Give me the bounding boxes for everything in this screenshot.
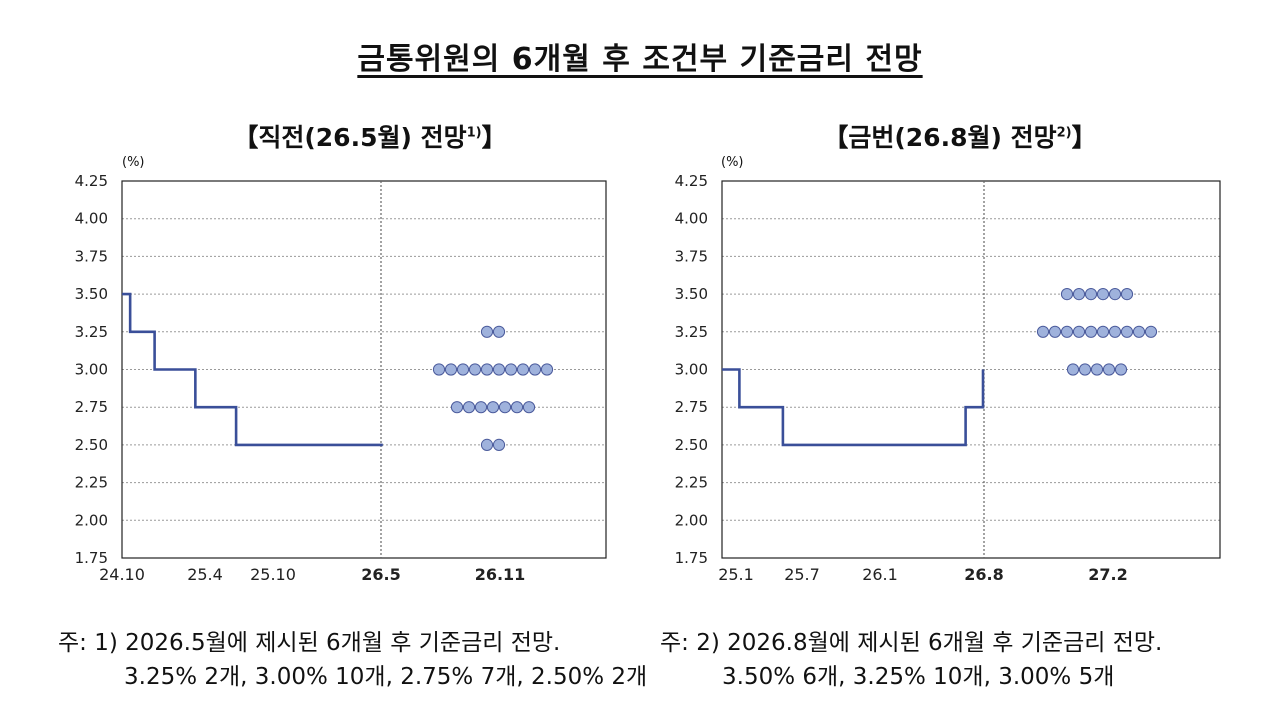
member-forecast-dot: [1048, 325, 1062, 338]
chart-right: 4.25 4.00 3.75 3.50 3.25 3.00 2.75 2.50 2.25 2.00…: [675, 172, 1221, 584]
member-forecast-dot: [480, 363, 494, 376]
y-tick-label: 1.75: [75, 549, 108, 567]
x-tick-label: 25.4: [187, 565, 223, 584]
y-tick-label: 4.25: [75, 172, 108, 190]
y-tick-label: 1.75: [675, 549, 708, 567]
member-forecast-dot: [1084, 288, 1098, 301]
y-tick-label: 4.00: [75, 210, 108, 228]
x-tick-label: 26.5: [361, 565, 400, 584]
x-tick-label: 26.1: [862, 565, 898, 584]
member-forecast-dot: [1120, 288, 1134, 301]
note-left: 주: 1) 2026.5월에 제시된 6개월 후 기준금리 전망. 3.25% …: [58, 626, 647, 694]
plot-frame: [121, 180, 607, 559]
member-forecast-dot: [1066, 363, 1080, 376]
member-forecast-dot: [474, 401, 488, 414]
member-forecast-dot: [450, 401, 464, 414]
member-forecast-dot: [1090, 363, 1104, 376]
page-title: 금통위원의 6개월 후 조건부 기준금리 전망: [357, 42, 923, 77]
y-tick-label: 3.00: [675, 361, 708, 379]
member-forecast-dot: [504, 363, 518, 376]
member-forecast-dot: [1120, 325, 1134, 338]
member-forecast-dot: [1060, 325, 1074, 338]
member-forecast-dot: [1096, 288, 1110, 301]
member-forecast-dot: [492, 438, 506, 451]
y-tick-label: 2.25: [675, 474, 708, 492]
member-forecast-dot: [528, 363, 542, 376]
member-forecast-dot: [1078, 363, 1092, 376]
member-forecast-dot: [1114, 363, 1128, 376]
member-forecast-dot: [456, 363, 470, 376]
member-forecast-dot: [510, 401, 524, 414]
chart-left: 4.25 4.00 3.75 3.50 3.25 3.00 2.75 2.50 2.25 2.00…: [75, 172, 607, 584]
base-rate-step-line: [722, 368, 985, 447]
member-forecast-dot: [522, 401, 536, 414]
member-forecast-dot: [1108, 325, 1122, 338]
member-forecast-dot: [1144, 325, 1158, 338]
y-tick-label: 2.25: [75, 474, 108, 492]
x-tick-label: 25.1: [718, 565, 754, 584]
member-forecast-dot: [1072, 288, 1086, 301]
chart-title-left: 【직전(26.5월) 전망1)】: [233, 123, 507, 152]
member-forecast-dot: [1096, 325, 1110, 338]
y-tick-label: 2.75: [675, 398, 708, 416]
y-tick-label: 2.50: [675, 436, 708, 454]
note-left-line2: 3.25% 2개, 3.00% 10개, 2.75% 7개, 2.50% 2개: [124, 664, 648, 690]
y-tick-label: 4.00: [675, 210, 708, 228]
member-forecast-dot: [498, 401, 512, 414]
x-tick-label: 25.7: [784, 565, 820, 584]
y-tick-label: 3.75: [75, 247, 108, 265]
note-right-line1: 주: 2) 2026.8월에 제시된 6개월 후 기준금리 전망.: [660, 630, 1163, 656]
y-tick-label: 3.75: [675, 247, 708, 265]
member-forecast-dot: [1108, 288, 1122, 301]
y-tick-label: 2.50: [75, 436, 108, 454]
x-tick-label: 26.8: [964, 565, 1003, 584]
y-tick-label: 3.00: [75, 361, 108, 379]
y-tick-label: 2.00: [675, 511, 708, 529]
member-forecast-dot: [444, 363, 458, 376]
member-forecast-dot: [1132, 325, 1146, 338]
note-right-line2: 3.50% 6개, 3.25% 10개, 3.00% 5개: [722, 664, 1115, 690]
y-tick-label: 4.25: [675, 172, 708, 190]
note-right: 주: 2) 2026.8월에 제시된 6개월 후 기준금리 전망. 3.50% …: [660, 626, 1162, 694]
member-forecast-dot: [1072, 325, 1086, 338]
member-forecast-dot: [1102, 363, 1116, 376]
x-tick-label: 25.10: [250, 565, 296, 584]
y-tick-label: 2.75: [75, 398, 108, 416]
member-forecast-dot: [1036, 325, 1050, 338]
member-forecast-dot: [492, 363, 506, 376]
note-left-line1: 주: 1) 2026.5월에 제시된 6개월 후 기준금리 전망.: [58, 630, 561, 656]
member-forecast-dot: [468, 363, 482, 376]
member-forecast-dot: [480, 438, 494, 451]
y-tick-label: 3.50: [675, 285, 708, 303]
y-tick-label: 2.00: [75, 511, 108, 529]
x-tick-label: 26.11: [475, 565, 526, 584]
member-forecast-dot: [540, 363, 554, 376]
chart-title-right: 【금번(26.8월) 전망2)】: [823, 123, 1097, 152]
member-forecast-dot: [516, 363, 530, 376]
member-forecast-dot: [492, 325, 506, 338]
y-tick-label: 3.25: [675, 323, 708, 341]
member-forecast-dot: [1084, 325, 1098, 338]
x-tick-label: 27.2: [1088, 565, 1127, 584]
unit-label-right: (%): [721, 155, 744, 170]
y-tick-label: 3.25: [75, 323, 108, 341]
member-forecast-dot: [480, 325, 494, 338]
y-tick-label: 3.50: [75, 285, 108, 303]
base-rate-step-line: [122, 292, 383, 447]
unit-label-left: (%): [122, 155, 145, 170]
member-forecast-dot: [1060, 288, 1074, 301]
member-forecast-dot: [462, 401, 476, 414]
member-forecast-dot: [432, 363, 446, 376]
member-forecast-dot: [486, 401, 500, 414]
x-tick-label: 24.10: [99, 565, 145, 584]
